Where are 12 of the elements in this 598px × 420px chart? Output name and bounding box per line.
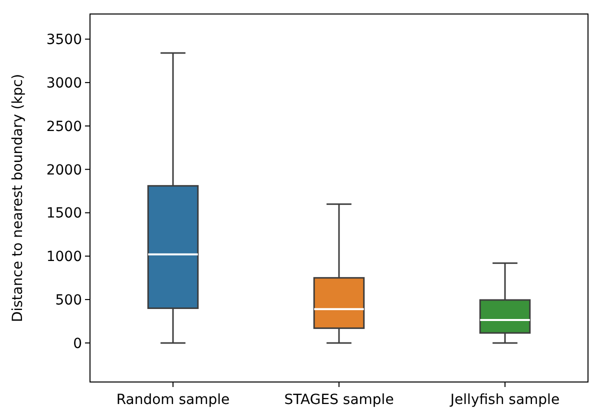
- y-tick-label: 2500: [46, 118, 82, 135]
- x-tick-label: STAGES sample: [284, 392, 394, 408]
- y-tick-label: 3000: [46, 75, 82, 92]
- x-tick-label: Random sample: [116, 392, 230, 408]
- y-tick-label: 3500: [46, 32, 82, 48]
- y-axis-title: Distance to nearest boundary (kpc): [10, 74, 26, 322]
- y-tick-label: 2000: [46, 162, 82, 178]
- y-tick-label: 1500: [46, 206, 82, 222]
- y-tick-label: 1000: [46, 249, 82, 266]
- y-tick-label: 500: [55, 292, 82, 308]
- y-tick-label: 0: [73, 336, 82, 352]
- x-tick-label: Jellyfish sample: [449, 392, 560, 408]
